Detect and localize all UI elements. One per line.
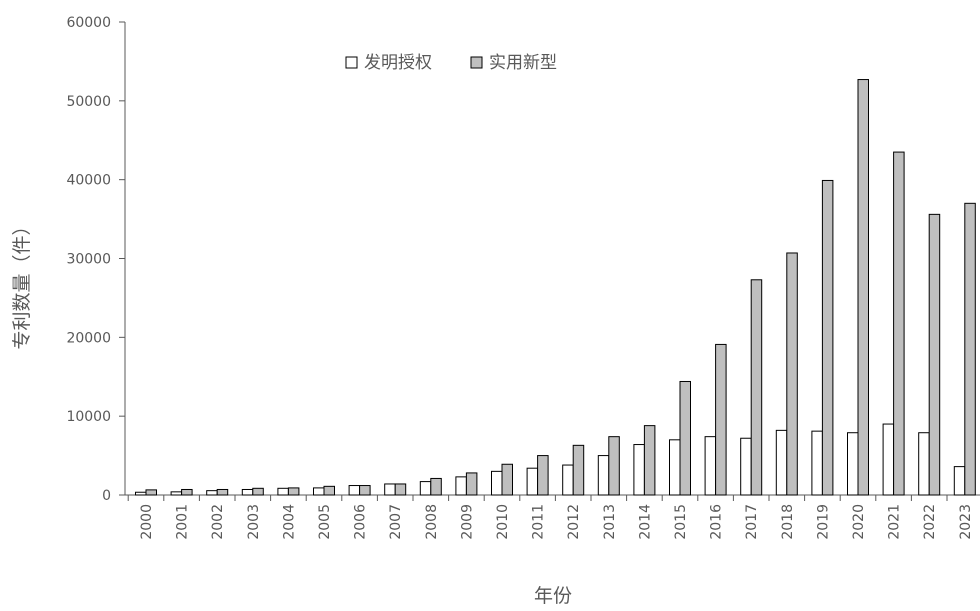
bar-invention-2020	[847, 432, 859, 496]
bar-utility-2004	[287, 487, 300, 496]
x-tick-label: 2012	[566, 504, 582, 540]
legend-swatch-1	[470, 56, 483, 69]
bar-invention-2018	[775, 429, 788, 496]
x-tick-label: 2003	[246, 504, 262, 540]
bar-utility-2007	[394, 483, 407, 496]
x-tick-label: 2002	[210, 504, 226, 540]
y-tick-label: 30000	[66, 252, 111, 268]
bar-utility-2008	[430, 477, 442, 496]
bar-invention-2006	[348, 485, 361, 496]
bar-utility-2023	[964, 202, 976, 496]
y-tick-label: 20000	[66, 330, 111, 346]
bar-utility-2013	[608, 436, 620, 496]
y-tick-label: 10000	[66, 409, 111, 425]
bar-utility-2021	[893, 151, 905, 496]
bar-utility-2011	[537, 455, 549, 496]
bar-invention-2007	[384, 483, 396, 496]
x-tick-label: 2023	[958, 504, 974, 540]
x-tick-label: 2019	[815, 504, 831, 540]
bar-invention-2015	[669, 439, 681, 496]
x-tick-label: 2006	[353, 504, 369, 540]
bar-utility-2005	[323, 485, 335, 496]
bar-invention-2012	[562, 464, 574, 496]
y-tick-label: 40000	[66, 173, 111, 189]
x-tick-label: 2018	[780, 504, 796, 540]
bar-invention-2001	[170, 491, 183, 496]
bar-invention-2004	[277, 487, 289, 496]
bar-utility-2009	[465, 472, 478, 496]
bar-invention-2009	[455, 476, 467, 496]
bar-utility-2019	[821, 179, 834, 496]
legend-label-0: 发明授权	[364, 53, 432, 73]
bar-utility-2002	[216, 488, 229, 496]
bar-invention-2016	[704, 436, 717, 496]
y-tick-label: 60000	[66, 15, 111, 31]
bar-invention-2013	[597, 455, 610, 496]
x-tick-label: 2014	[637, 504, 653, 540]
x-tick-label: 2004	[281, 504, 297, 540]
x-tick-label: 2022	[922, 504, 938, 540]
bar-utility-2015	[679, 380, 691, 496]
y-tick-label: 0	[102, 488, 111, 504]
y-axis-title: 专利数量（件）	[11, 216, 33, 349]
bar-invention-2000	[135, 491, 147, 496]
x-tick-label: 2010	[495, 504, 511, 540]
bar-invention-2002	[206, 490, 218, 496]
x-tick-label: 2020	[851, 504, 867, 540]
x-tick-label: 2021	[887, 504, 903, 540]
x-tick-label: 2015	[673, 504, 689, 540]
bar-invention-2022	[918, 432, 930, 496]
x-tick-label: 2011	[531, 504, 547, 540]
x-tick-label: 2007	[388, 504, 404, 540]
bar-invention-2019	[811, 430, 823, 496]
bar-utility-2010	[501, 463, 513, 496]
bar-invention-2023	[953, 466, 966, 496]
x-tick-label: 2013	[602, 504, 618, 540]
x-tick-label: 2000	[139, 504, 155, 540]
bar-utility-2000	[145, 489, 157, 496]
x-tick-label: 2017	[744, 504, 760, 540]
x-tick-label: 2009	[459, 504, 475, 540]
bar-invention-2005	[313, 487, 325, 496]
x-axis-title: 年份	[534, 585, 572, 607]
x-tick-label: 2008	[424, 504, 440, 540]
bar-utility-2017	[750, 279, 763, 496]
x-tick-label: 2016	[709, 504, 725, 540]
bar-utility-2006	[359, 485, 371, 496]
bar-utility-2022	[928, 213, 941, 496]
bar-invention-2003	[241, 488, 254, 496]
x-tick-label: 2001	[175, 504, 191, 540]
bar-invention-2010	[491, 470, 503, 496]
bar-invention-2008	[419, 481, 432, 496]
bar-utility-2012	[572, 444, 585, 496]
bar-invention-2021	[882, 423, 895, 496]
legend-label-1: 实用新型	[489, 53, 557, 73]
legend: 发明授权 实用新型	[345, 53, 557, 73]
bar-utility-2018	[786, 252, 798, 496]
x-axis: 2000 2001 2002 2003 2004 2005 2006 2007 2008 2009…	[125, 494, 980, 540]
x-tick-label: 2005	[317, 504, 333, 540]
legend-swatch-0	[345, 56, 358, 69]
bar-utility-2001	[181, 488, 193, 496]
bar-utility-2003	[252, 487, 264, 496]
y-axis: 0 10000 20000 30000 40000 50000 60000	[66, 15, 126, 504]
bar-invention-2017	[740, 437, 752, 496]
bars	[135, 79, 976, 496]
y-tick-label: 50000	[66, 94, 111, 110]
bar-invention-2011	[526, 467, 539, 496]
bar-utility-2014	[643, 425, 656, 496]
bar-utility-2020	[857, 79, 869, 496]
bar-invention-2014	[633, 444, 645, 496]
bar-utility-2016	[715, 343, 727, 496]
